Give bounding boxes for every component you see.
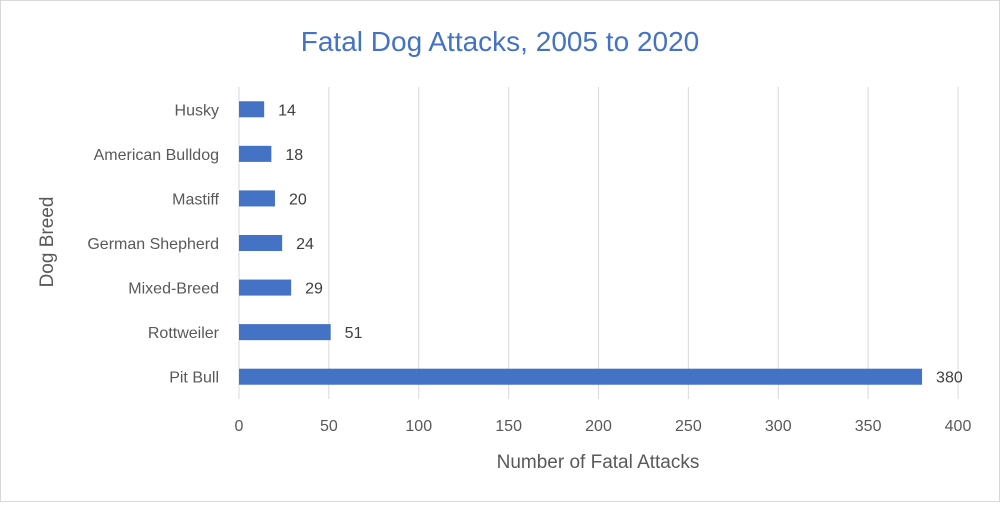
bar xyxy=(239,234,283,252)
data-label: 14 xyxy=(278,102,296,119)
data-label: 18 xyxy=(285,147,303,164)
bar xyxy=(239,324,331,341)
x-tick-label: 50 xyxy=(320,418,338,435)
x-tick-label: 250 xyxy=(675,418,702,435)
data-label: 380 xyxy=(936,370,963,387)
x-tick-label: 350 xyxy=(855,418,882,435)
data-label: 29 xyxy=(305,281,323,298)
data-labels: 380 51 29 24 20 18 14 xyxy=(278,102,963,386)
category-label: Husky xyxy=(175,102,219,119)
bar xyxy=(239,368,923,385)
x-tick-label: 100 xyxy=(405,418,432,435)
category-label: German Shepherd xyxy=(87,236,219,253)
data-label: 20 xyxy=(289,191,307,208)
category-axis: Pit Bull Rottweiler Mixed-Breed German Shep… xyxy=(87,102,219,386)
x-tick-label: 400 xyxy=(945,418,972,435)
category-label: Mixed-Breed xyxy=(128,281,219,298)
category-label: American Bulldog xyxy=(94,147,219,164)
category-label: Mastiff xyxy=(172,191,219,208)
x-tick-label: 0 xyxy=(235,418,244,435)
x-tick-label: 300 xyxy=(765,418,792,435)
bars xyxy=(239,101,923,385)
chart-title: Fatal Dog Attacks, 2005 to 2020 xyxy=(301,26,699,57)
category-label: Pit Bull xyxy=(169,370,219,387)
data-label: 51 xyxy=(345,325,363,342)
x-tick-label: 150 xyxy=(495,418,522,435)
category-label: Rottweiler xyxy=(148,325,220,342)
value-axis: 0 50 100 150 200 250 300 350 400 xyxy=(235,418,972,435)
bar xyxy=(239,279,292,296)
bar xyxy=(239,190,275,207)
x-tick-label: 200 xyxy=(585,418,612,435)
x-axis-title: Number of Fatal Attacks xyxy=(497,452,700,473)
data-label: 24 xyxy=(296,236,314,253)
y-axis-title: Dog Breed xyxy=(37,197,58,288)
gridlines xyxy=(238,87,959,399)
bar xyxy=(239,101,265,118)
bar xyxy=(239,145,272,162)
